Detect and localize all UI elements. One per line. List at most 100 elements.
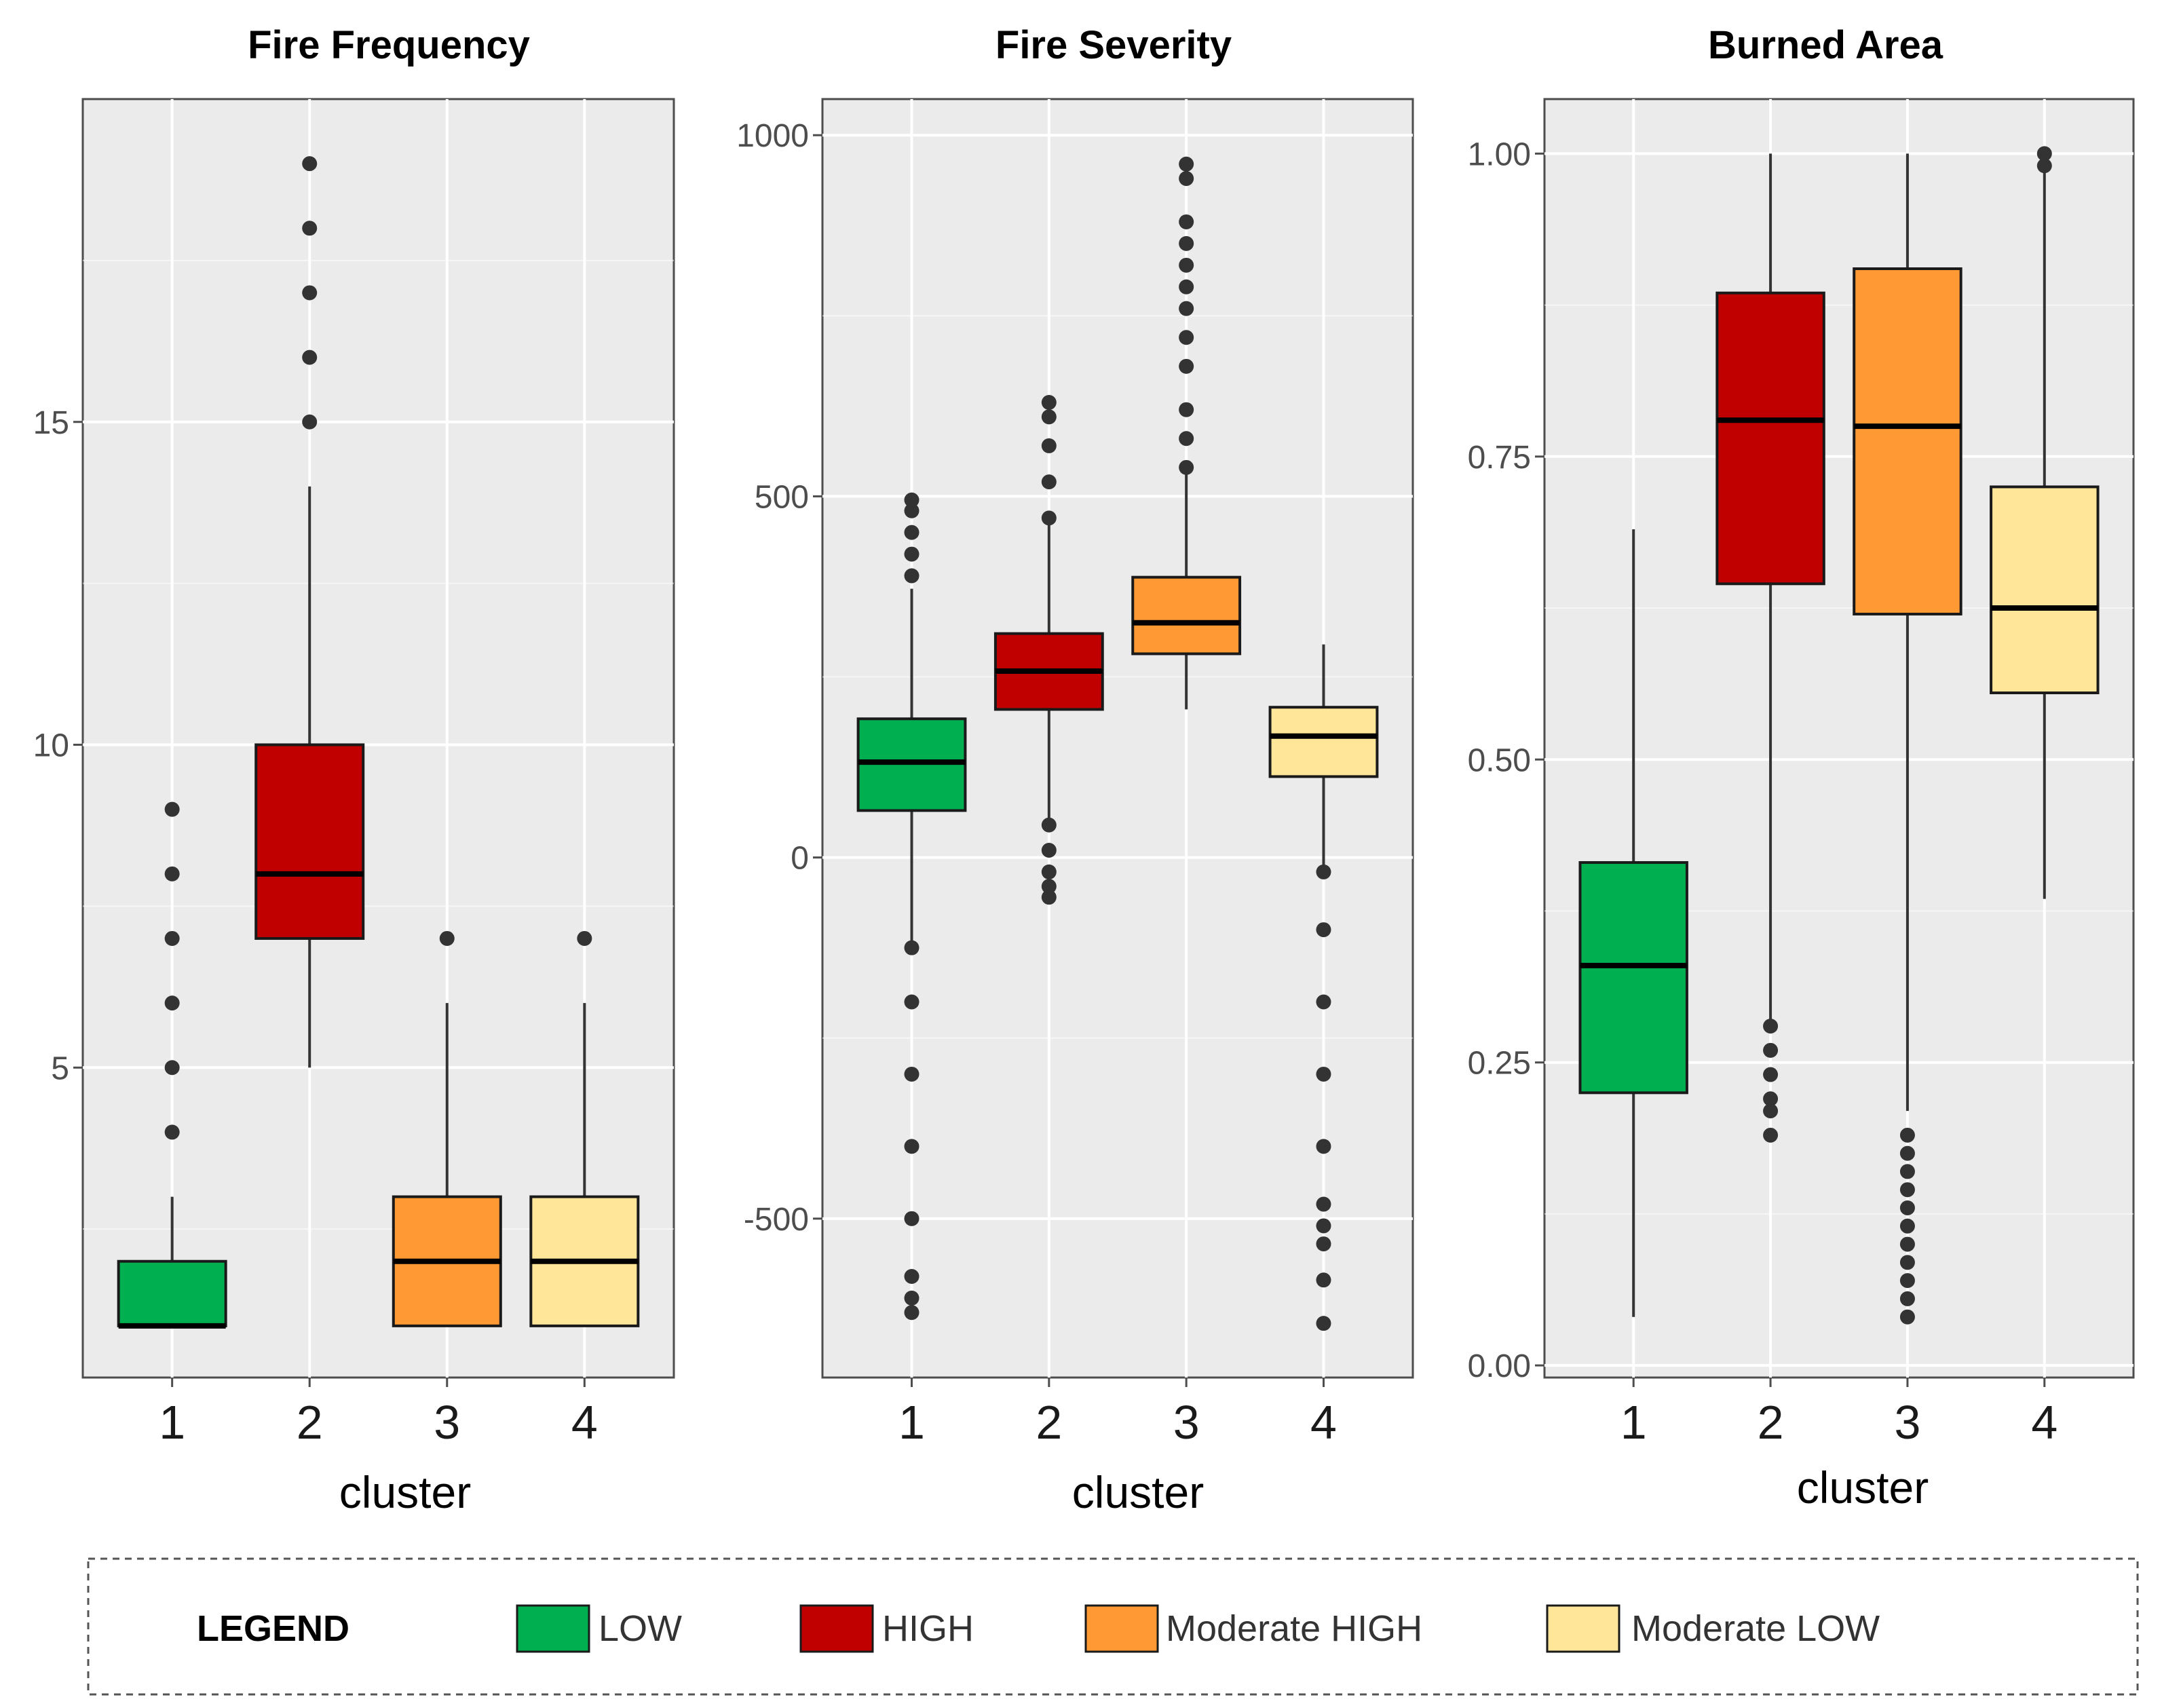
legend-label-moderate-low: Moderate LOW xyxy=(1631,1608,1880,1649)
outlier-point xyxy=(439,930,455,946)
x-tick-label: 3 xyxy=(434,1396,460,1449)
box-cluster-1 xyxy=(856,492,967,1321)
y-tick-label: 1.00 xyxy=(1468,136,1531,172)
plot-background xyxy=(1543,98,2135,1379)
outlier-point xyxy=(1179,171,1194,187)
outlier-point xyxy=(1179,235,1194,251)
y-tick-label: 15 xyxy=(33,405,69,441)
outlier-point xyxy=(1899,1200,1915,1215)
outlier-point xyxy=(1899,1182,1915,1198)
outlier-point xyxy=(302,285,318,301)
box-iqr xyxy=(1990,485,2100,695)
outlier-point xyxy=(577,930,592,946)
outlier-point xyxy=(302,414,318,430)
box-iqr xyxy=(1578,861,1688,1095)
y-tick-label: 5 xyxy=(51,1050,69,1086)
legend-swatch-moderate-low xyxy=(1546,1604,1620,1653)
y-tick-label: 1000 xyxy=(736,118,809,154)
box-cluster-2 xyxy=(254,156,365,1068)
outlier-point xyxy=(1763,1067,1779,1082)
outlier-point xyxy=(1179,301,1194,316)
outlier-point xyxy=(1899,1236,1915,1252)
box-cluster-1 xyxy=(1578,529,1688,1317)
outlier-point xyxy=(1899,1127,1915,1143)
y-axis-ticks: -500 0 500 1000 xyxy=(736,118,822,1238)
panel-title: Burned Area xyxy=(1708,23,1943,67)
box-cluster-2 xyxy=(1715,153,1825,1143)
legend-swatch-moderate-high xyxy=(1084,1604,1159,1653)
outlier-point xyxy=(1316,1066,1331,1082)
outlier-point xyxy=(904,1139,919,1154)
outlier-point xyxy=(1316,864,1331,879)
outlier-point xyxy=(1899,1255,1915,1270)
legend: LEGEND LOW HIGH Moderate HIGH Moderate L… xyxy=(87,1557,2139,1696)
legend-label-low: LOW xyxy=(599,1608,682,1649)
x-axis-label: cluster xyxy=(339,1467,471,1517)
legend-label-moderate-high: Moderate HIGH xyxy=(1166,1608,1422,1649)
x-tick-label: 2 xyxy=(1036,1396,1062,1449)
box-cluster-3 xyxy=(1131,156,1242,710)
box-iqr xyxy=(1131,575,1242,656)
outlier-point xyxy=(1179,279,1194,295)
outlier-point xyxy=(1316,1196,1331,1212)
chart-panel-burned-area: Burned Area 0.00 0.25 0.50 0.75 1.00 1 2 3 4 cl… xyxy=(1468,23,2135,1513)
box-iqr xyxy=(1268,706,1379,778)
outlier-point xyxy=(1316,1316,1331,1331)
y-tick-label: -500 xyxy=(744,1202,809,1238)
x-tick-label: 4 xyxy=(571,1396,598,1449)
outlier-point xyxy=(904,546,919,562)
outlier-point xyxy=(1041,817,1057,833)
outlier-point xyxy=(1316,1272,1331,1288)
outlier-point xyxy=(1316,1218,1331,1234)
outlier-point xyxy=(302,221,318,236)
outlier-point xyxy=(904,568,919,584)
outlier-point xyxy=(1179,214,1194,229)
box-iqr xyxy=(1715,291,1825,586)
outlier-point xyxy=(1041,864,1057,879)
outlier-point xyxy=(1179,431,1194,447)
box-iqr xyxy=(117,1259,227,1327)
outlier-point xyxy=(904,940,919,955)
x-axis-ticks: 1 2 3 4 xyxy=(898,1378,1337,1449)
chart-panel-fire-severity: Fire Severity -500 0 500 1000 1 2 3 4 cluster xyxy=(736,23,1414,1517)
x-tick-label: 3 xyxy=(1894,1396,1920,1449)
outlier-point xyxy=(1179,459,1194,475)
outlier-point xyxy=(1763,1019,1779,1034)
box-marks xyxy=(117,156,640,1329)
box-cluster-1 xyxy=(117,801,227,1329)
x-axis-label: cluster xyxy=(1072,1467,1204,1517)
outlier-point xyxy=(302,349,318,365)
x-axis-label: cluster xyxy=(1797,1462,1929,1513)
y-tick-label: 0.75 xyxy=(1468,440,1531,476)
x-tick-label: 3 xyxy=(1173,1396,1200,1449)
outlier-point xyxy=(2036,146,2052,162)
box-cluster-2 xyxy=(993,395,1104,905)
outlier-point xyxy=(904,1211,919,1226)
outlier-point xyxy=(164,801,180,817)
x-tick-label: 2 xyxy=(1758,1396,1784,1449)
box-cluster-4 xyxy=(1990,146,2100,899)
y-axis-ticks: 5 10 15 xyxy=(33,405,83,1086)
outlier-point xyxy=(164,995,180,1011)
outlier-point xyxy=(904,1268,919,1284)
legend-swatch-low xyxy=(516,1604,590,1653)
outlier-point xyxy=(1041,474,1057,490)
outlier-point xyxy=(164,866,180,881)
box-cluster-3 xyxy=(1853,153,1962,1325)
outlier-point xyxy=(1899,1273,1915,1289)
outlier-point xyxy=(164,1124,180,1140)
outlier-point xyxy=(904,1290,919,1306)
outlier-point xyxy=(1179,402,1194,417)
x-tick-label: 2 xyxy=(297,1396,323,1449)
outlier-point xyxy=(1041,842,1057,858)
y-tick-label: 500 xyxy=(755,479,809,515)
outlier-point xyxy=(904,994,919,1010)
outlier-point xyxy=(1041,409,1057,425)
legend-title: LEGEND xyxy=(197,1608,349,1649)
legend-border xyxy=(87,1557,2139,1696)
outlier-point xyxy=(1179,358,1194,374)
box-marks xyxy=(1578,146,2100,1325)
x-tick-label: 4 xyxy=(2031,1396,2057,1449)
outlier-point xyxy=(904,1066,919,1082)
